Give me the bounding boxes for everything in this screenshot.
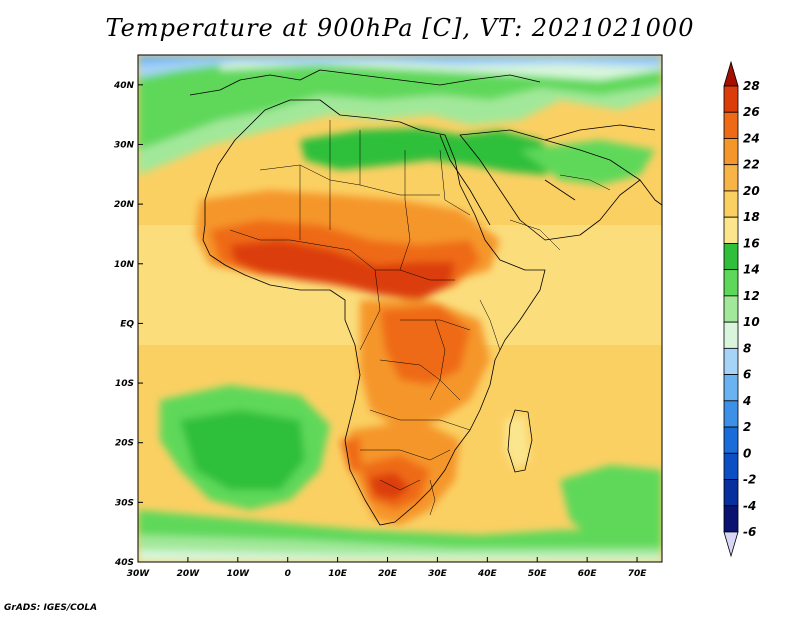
colorbar-segment xyxy=(723,216,739,244)
north-green-zone xyxy=(138,55,662,150)
lon-tick-label: 30W xyxy=(127,569,151,579)
red-sea-west xyxy=(439,134,491,226)
colorbar-segment xyxy=(723,452,739,480)
colorbar-label: 28 xyxy=(743,79,760,93)
colorbar-segment xyxy=(723,400,739,428)
colorbar-label: 8 xyxy=(743,341,751,355)
madagascar-outline xyxy=(507,409,533,473)
colorbar-label: 22 xyxy=(743,158,760,172)
lat-tick-label: 10S xyxy=(115,379,134,389)
south-cold-band xyxy=(138,550,662,562)
colorbar-label: 12 xyxy=(743,289,760,303)
sahara-green xyxy=(300,128,560,175)
colorbar-label: 26 xyxy=(743,105,760,119)
colorbar-segment xyxy=(723,505,739,533)
europe-coast xyxy=(189,69,541,96)
colorbar-segment xyxy=(723,374,739,402)
colorbar-label: -2 xyxy=(743,473,756,487)
lon-tick-label: 10E xyxy=(328,569,348,579)
lon-tick-label: 40E xyxy=(477,569,498,579)
africa-coastline xyxy=(202,99,546,526)
colorbar-label: 2 xyxy=(743,420,751,434)
colorbar-label: 0 xyxy=(743,446,751,460)
map-title: Temperature at 900hPa [C], VT: 202102100… xyxy=(105,14,695,42)
colorbar-label: 6 xyxy=(743,368,751,382)
country-borders xyxy=(229,120,611,516)
colorbar-top-triangle xyxy=(723,60,739,87)
south-atlantic-hot xyxy=(340,438,362,472)
colorbar-label: 20 xyxy=(743,184,760,198)
madagascar-warm xyxy=(505,415,530,470)
colorbar-label: 18 xyxy=(743,210,760,224)
colorbar-segment xyxy=(723,111,739,139)
lat-tick-label: 20N xyxy=(114,200,135,210)
india-coast xyxy=(639,179,662,206)
arabia-green xyxy=(520,140,655,185)
colorbar-label: 14 xyxy=(743,263,760,277)
colorbar-segment xyxy=(723,164,739,192)
map-frame xyxy=(137,54,663,563)
lat-tick-label: 10N xyxy=(114,260,135,270)
colorbar-segment xyxy=(723,295,739,323)
colorbar-segment xyxy=(723,321,739,349)
lat-tick-label: 30N xyxy=(114,140,135,150)
lat-tick-label: 20S xyxy=(115,439,134,449)
lon-tick-label: 20W xyxy=(177,569,201,579)
colorbar-segment xyxy=(723,479,739,507)
software-credit: GrADS: IGES/COLA xyxy=(4,603,98,613)
lat-tick-label: EQ xyxy=(120,319,134,329)
colorbar-segment xyxy=(723,269,739,297)
south-indian-green xyxy=(560,465,662,545)
north-blue-zone xyxy=(138,55,662,78)
colorbar-segment xyxy=(723,426,739,454)
colorbar-label: -6 xyxy=(743,525,756,539)
colorbar-segment xyxy=(723,243,739,271)
coastlines xyxy=(189,69,662,526)
colorbar-bottom-triangle xyxy=(723,531,739,558)
lon-tick-label: 30E xyxy=(428,569,448,579)
lat-tick-label: 30S xyxy=(115,498,134,508)
lon-tick-label: 50E xyxy=(528,569,548,579)
temperature-field xyxy=(138,55,662,562)
colorbar-label: 4 xyxy=(742,394,751,408)
colorbar-label: 24 xyxy=(743,131,760,145)
lat-tick-label: 40S xyxy=(114,558,134,568)
colorbar-segment xyxy=(723,347,739,375)
colorbar-segment xyxy=(723,85,739,113)
arabia-outline xyxy=(459,129,641,241)
north-deep-blue xyxy=(138,55,662,64)
colorbar-label: -4 xyxy=(743,499,756,513)
colorbar-segment xyxy=(723,138,739,166)
congo-hot xyxy=(380,305,470,385)
kalahari-hottest xyxy=(368,472,410,500)
colorbar-label: 10 xyxy=(743,315,760,329)
lon-tick-label: 70E xyxy=(628,569,648,579)
axis-layer: 30W 20W 10W 0 10E 20E 30E 40E 50E 60E 70E 40N 30N 20N… xyxy=(113,81,647,579)
gulf-coast xyxy=(544,179,576,201)
south-atlantic-green-2 xyxy=(180,410,305,490)
lon-tick-label: 20E xyxy=(378,569,398,579)
colorbar-label: 16 xyxy=(743,236,760,250)
sahel-hottest xyxy=(230,240,455,300)
lon-tick-label: 10W xyxy=(227,569,251,579)
colorbar-segment xyxy=(723,190,739,218)
lon-tick-label: 60E xyxy=(578,569,598,579)
lat-tick-label: 40N xyxy=(113,81,135,91)
lon-tick-label: 0 xyxy=(285,569,291,579)
iran-coast xyxy=(544,124,656,141)
